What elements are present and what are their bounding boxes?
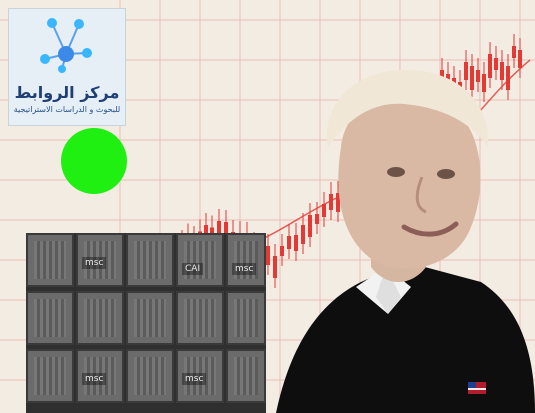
- face: [338, 92, 481, 269]
- container: [76, 291, 124, 345]
- logo-subtitle: للبحوث و الدراسات الاستراتيجية: [13, 105, 121, 114]
- container: [176, 291, 224, 345]
- container: [176, 349, 224, 403]
- container: [226, 233, 266, 287]
- container-stack: msc msc: [76, 233, 124, 413]
- container: [176, 233, 224, 287]
- candle-body: [482, 74, 486, 92]
- eye-right: [437, 169, 455, 179]
- candle-body: [308, 215, 312, 237]
- container: [26, 291, 74, 345]
- shipping-containers: msc msc CAI msc msc: [26, 233, 266, 413]
- candle-body: [464, 62, 468, 80]
- candle-body: [440, 70, 444, 82]
- container: [126, 291, 174, 345]
- container: [226, 349, 266, 403]
- container-label: msc: [82, 373, 107, 385]
- candle-body: [488, 54, 492, 78]
- eye-left: [387, 167, 405, 177]
- candle-body: [506, 66, 510, 90]
- network-logo-icon: [40, 18, 92, 73]
- container: [26, 349, 74, 403]
- candle-body: [322, 204, 326, 217]
- container: [76, 233, 124, 287]
- container-label: CAI: [182, 263, 204, 275]
- green-dot: [61, 128, 127, 194]
- container-stack: [26, 233, 74, 413]
- person-photo: [276, 69, 535, 413]
- mouth: [401, 221, 459, 237]
- container-label: msc: [182, 373, 207, 385]
- candle-body: [315, 214, 319, 224]
- candle-body: [329, 194, 333, 210]
- container: [126, 233, 174, 287]
- candle-body: [518, 50, 522, 68]
- candle-body: [217, 221, 221, 234]
- candle-body: [336, 193, 340, 212]
- candle-body: [280, 246, 284, 256]
- container: [226, 291, 266, 345]
- candle-body: [294, 235, 298, 251]
- candle-body: [494, 58, 498, 70]
- container-label: msc: [232, 263, 257, 275]
- container-stack: CAI msc: [176, 233, 224, 413]
- candle-body: [476, 70, 480, 82]
- container-label: msc: [82, 257, 107, 269]
- candle-body: [512, 46, 516, 58]
- candle-body: [470, 66, 474, 90]
- logo-name: مركز الروابط: [14, 83, 120, 102]
- candle-body: [224, 222, 228, 238]
- candle-body: [500, 62, 504, 80]
- container: [126, 349, 174, 403]
- candle-body: [210, 227, 214, 238]
- logo-card: مركز الروابط للبحوث و الدراسات الاستراتي…: [8, 8, 126, 126]
- candle-body: [266, 246, 270, 265]
- container-stack: msc: [226, 233, 266, 413]
- container: [76, 349, 124, 403]
- candle-body: [273, 256, 277, 278]
- suit: [276, 262, 535, 413]
- container-stack: [126, 233, 174, 413]
- candle-body: [287, 236, 291, 249]
- hair: [326, 69, 489, 147]
- candle-body: [301, 225, 305, 244]
- container: [26, 233, 74, 287]
